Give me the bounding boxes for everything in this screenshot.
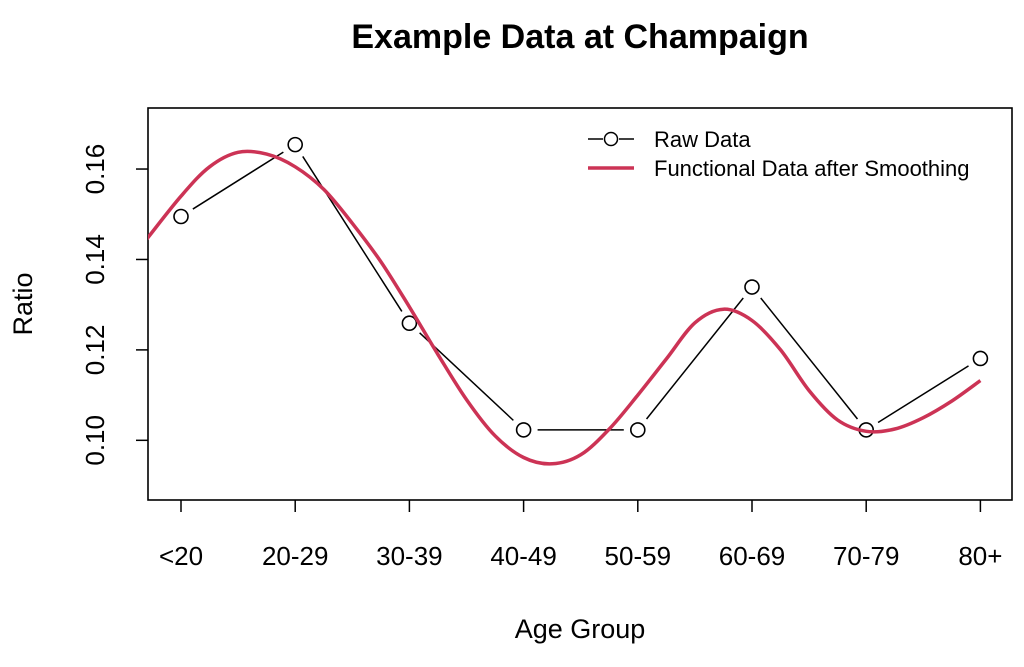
raw-data-point	[287, 136, 304, 153]
raw-data-point	[401, 315, 418, 332]
plot-area	[148, 136, 989, 466]
y-axis: 0.10 0.12 0.14 0.16	[80, 144, 148, 466]
legend-smooth-label: Functional Data after Smoothing	[654, 156, 970, 181]
x-tick-label: 60-69	[719, 541, 786, 571]
y-axis-label: Ratio	[8, 272, 38, 335]
x-tick-label: 30-39	[376, 541, 443, 571]
legend: Raw Data Functional Data after Smoothing	[588, 127, 970, 181]
raw-data-segment	[192, 151, 284, 210]
plot-frame	[147, 107, 1013, 501]
x-tick-label: <20	[159, 541, 203, 571]
y-tick-label: 0.14	[80, 234, 110, 285]
raw-data-point	[744, 279, 760, 295]
legend-raw-label: Raw Data	[654, 127, 751, 152]
y-tick-label: 0.10	[80, 415, 110, 466]
y-tick-label: 0.16	[80, 144, 110, 195]
x-tick-label: 20-29	[262, 541, 329, 571]
y-tick-label: 0.12	[80, 325, 110, 376]
raw-data-segment	[302, 156, 403, 312]
raw-data-point	[972, 350, 989, 367]
x-tick-label: 50-59	[605, 541, 672, 571]
legend-raw-marker	[603, 131, 619, 147]
x-axis: <20 20-29 30-39 40-49 50-59 60-69 70-79 80+	[159, 500, 1002, 571]
series-raw-data	[173, 136, 989, 438]
raw-data-point	[173, 208, 189, 225]
raw-data-segment	[760, 297, 859, 420]
raw-data-point	[515, 422, 532, 438]
x-tick-label: 80+	[958, 541, 1002, 571]
raw-data-segment	[877, 365, 969, 424]
chart-title: Example Data at Champaign	[351, 18, 808, 56]
x-axis-label: Age Group	[515, 614, 646, 644]
raw-data-segment	[645, 297, 744, 420]
x-tick-label: 40-49	[490, 541, 557, 571]
raw-data-point	[629, 422, 646, 438]
series-smoothed-curve	[148, 149, 982, 466]
x-tick-label: 70-79	[833, 541, 900, 571]
